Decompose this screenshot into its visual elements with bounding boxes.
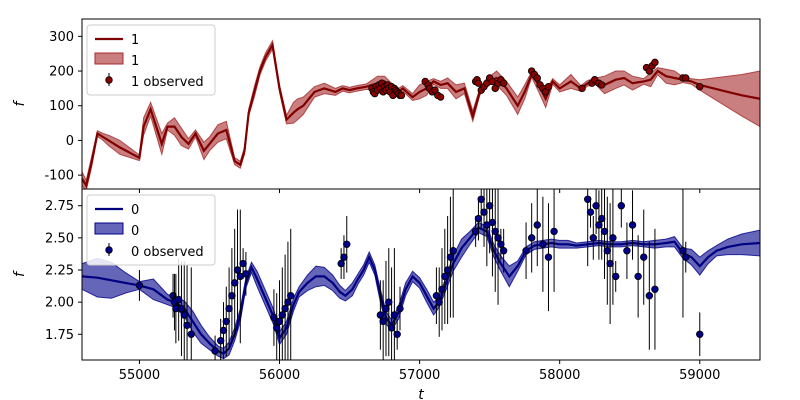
y-axis-label: f (12, 270, 28, 277)
observed-point (539, 240, 547, 248)
observed-point (396, 304, 404, 313)
legend-label: 1 (131, 54, 139, 69)
y-tick-label: 2.75 (45, 199, 74, 214)
observed-point (544, 253, 553, 261)
y-tick-label: 200 (49, 65, 74, 80)
observed-point (183, 321, 191, 329)
y-tick-label: 2.50 (45, 231, 74, 246)
observed-point (527, 234, 536, 242)
legend-label: 0 (131, 203, 139, 218)
observed-point (609, 234, 617, 242)
plot-area (82, 189, 760, 360)
y-axis-label: f (12, 99, 28, 106)
legend-label: 0 (131, 224, 139, 239)
observed-point (598, 81, 606, 89)
observed-point (135, 281, 144, 290)
observed-point (522, 247, 530, 255)
observed-point (578, 84, 586, 93)
observed-point (544, 82, 553, 91)
uncertainty-band (82, 221, 760, 360)
y-tick-label: 100 (49, 99, 74, 114)
y-tick-label: 1.75 (45, 328, 74, 343)
observed-point (499, 247, 508, 255)
observed-point (586, 208, 595, 216)
observed-point (393, 330, 401, 338)
legend-marker-swatch (105, 76, 113, 84)
observed-point (533, 74, 541, 82)
observed-point (287, 292, 295, 300)
observed-point (187, 330, 195, 338)
observed-point (397, 91, 406, 100)
observed-point (499, 79, 508, 87)
y-tick-label: -100 (44, 169, 74, 184)
y-tick-label: 0 (66, 134, 74, 149)
x-tick-label: 59000 (679, 368, 720, 383)
observed-point (651, 58, 659, 67)
legend-box (86, 24, 216, 96)
legend-box (86, 194, 216, 266)
legend: 1 1 1 observed (86, 24, 216, 96)
x-tick-label: 57000 (399, 368, 440, 383)
observed-point (533, 221, 541, 229)
legend-marker-swatch (105, 246, 113, 254)
legend-label: 1 (131, 33, 139, 48)
x-tick-label: 56000 (259, 368, 300, 383)
y-tick-label: 2.25 (45, 264, 74, 279)
observed-point (242, 270, 250, 278)
observed-point (645, 292, 654, 300)
observed-point (390, 311, 399, 319)
observed-point (550, 227, 558, 236)
plot-area (82, 39, 760, 189)
x-axis-label: t (418, 387, 424, 400)
observed-point (612, 272, 620, 281)
legend-band-swatch (94, 52, 124, 65)
axes-frame (81, 188, 761, 361)
observed-point (589, 234, 598, 242)
legend-label: 1 observed (131, 75, 204, 90)
observed-point (682, 74, 690, 82)
observed-point (449, 247, 457, 255)
observed-point (634, 272, 642, 281)
observed-point (628, 221, 637, 229)
observed-point (696, 330, 704, 338)
observed-point (696, 82, 704, 91)
top-panel: -100 0 100 200 300 f 1 1 1 observed (12, 18, 761, 193)
observed-point (617, 202, 626, 210)
observed-point (474, 79, 483, 87)
legend-band-swatch (94, 222, 124, 235)
observed-point (436, 93, 445, 101)
y-tick-label: 2.00 (45, 296, 74, 311)
observed-point (640, 253, 648, 261)
observed-point (343, 240, 351, 248)
legend-label: 0 observed (131, 245, 204, 260)
observed-point (623, 247, 631, 255)
bottom-panel: 1.75 2.00 2.25 2.50 2.75 55000 56000 57000 58000… (12, 188, 761, 400)
x-tick-label: 58000 (539, 368, 580, 383)
observed-point (211, 347, 219, 355)
y-tick-label: 300 (49, 30, 74, 45)
observed-point (651, 285, 659, 293)
observed-point (682, 253, 690, 261)
legend: 0 0 0 observed (86, 194, 216, 266)
x-tick-label: 55000 (119, 368, 160, 383)
